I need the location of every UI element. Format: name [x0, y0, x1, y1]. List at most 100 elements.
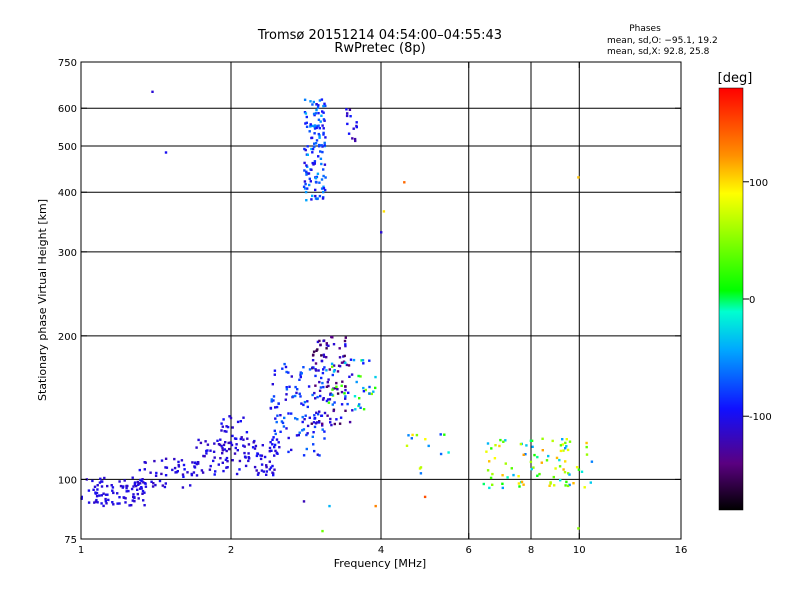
echo-point	[105, 502, 108, 505]
echo-point	[317, 118, 321, 121]
echo-point	[568, 473, 571, 476]
echo-point	[568, 440, 572, 443]
echo-point	[308, 183, 311, 187]
echo-point	[524, 453, 527, 456]
echo-point	[314, 369, 318, 372]
echo-point	[125, 484, 128, 488]
echo-point	[137, 497, 140, 500]
echo-point	[531, 445, 534, 448]
echo-point	[355, 380, 358, 384]
echo-point	[314, 397, 317, 400]
echo-point	[317, 124, 320, 127]
echo-point	[306, 153, 309, 156]
echo-point	[315, 411, 318, 414]
echo-point	[340, 403, 344, 406]
echo-point	[345, 363, 349, 367]
echo-point	[304, 414, 307, 417]
echo-point	[221, 449, 224, 452]
echo-point	[585, 453, 589, 456]
echo-point	[294, 417, 297, 420]
echo-point	[141, 489, 145, 493]
echo-point	[322, 118, 326, 121]
echo-point	[330, 362, 334, 365]
echo-point	[154, 483, 157, 487]
echo-point	[201, 471, 205, 474]
echo-point	[279, 414, 282, 417]
echo-point	[300, 402, 303, 405]
echo-point	[303, 169, 306, 172]
echo-point	[312, 163, 315, 166]
echo-point	[344, 361, 347, 365]
echo-point	[107, 498, 110, 502]
echo-point	[216, 439, 219, 442]
echo-point	[284, 365, 288, 369]
echo-point	[482, 482, 485, 486]
echo-point	[331, 365, 334, 368]
echo-point	[314, 384, 317, 387]
echo-point	[242, 438, 245, 441]
echo-point	[233, 452, 237, 455]
colorbar-ticks: 100 0 -100	[743, 178, 772, 423]
echo-point	[87, 501, 91, 504]
echo-point	[235, 472, 239, 476]
echo-point	[310, 422, 313, 425]
echo-point	[103, 476, 106, 480]
echo-point	[334, 387, 337, 390]
echo-point	[331, 403, 334, 406]
echo-point	[274, 449, 277, 453]
echo-point	[362, 408, 366, 411]
echo-point	[335, 418, 338, 421]
echo-point	[345, 108, 348, 111]
echo-point	[197, 438, 200, 442]
echo-point	[322, 355, 326, 358]
echo-point	[277, 402, 280, 405]
echo-point	[362, 386, 365, 390]
echo-point	[313, 113, 316, 117]
chart-title: Tromsø 20151214 04:54:00–04:55:43	[257, 28, 502, 43]
echo-point	[297, 433, 300, 437]
echo-point	[130, 504, 133, 507]
echo-point	[558, 465, 562, 468]
echo-point	[315, 108, 318, 112]
echo-point	[561, 438, 564, 441]
echo-point	[327, 378, 330, 381]
echo-point	[354, 408, 357, 411]
echo-point	[311, 151, 314, 154]
echo-point	[316, 172, 320, 175]
echo-point	[270, 449, 273, 452]
echo-point	[128, 504, 131, 507]
echo-point	[486, 442, 490, 445]
echo-point	[118, 502, 121, 505]
echo-point	[220, 444, 223, 448]
echo-point	[213, 456, 216, 459]
echo-point	[321, 110, 324, 113]
echo-point	[260, 454, 264, 457]
echo-point	[183, 468, 186, 471]
echo-point	[330, 393, 334, 396]
echo-point	[565, 445, 568, 448]
echo-point	[140, 479, 143, 482]
echo-point	[564, 484, 567, 487]
echo-point	[323, 102, 326, 105]
echo-point	[171, 468, 174, 472]
echo-point	[299, 375, 302, 379]
echo-point	[343, 392, 346, 395]
echo-point	[164, 482, 167, 485]
echo-point	[331, 373, 334, 377]
echo-point	[382, 210, 386, 213]
echo-point	[321, 398, 325, 401]
x-tick-label: 8	[528, 545, 534, 556]
echo-point	[315, 175, 319, 179]
echo-point	[219, 457, 222, 460]
echo-point	[177, 463, 180, 467]
echo-point	[316, 340, 320, 344]
echo-point	[310, 147, 313, 151]
echo-point	[439, 433, 442, 436]
echo-point	[143, 504, 146, 507]
echo-point	[116, 502, 119, 505]
echo-point	[298, 431, 301, 434]
echo-point	[501, 482, 504, 485]
echo-point	[318, 421, 321, 424]
phases-legend-title: Phases	[629, 24, 661, 34]
